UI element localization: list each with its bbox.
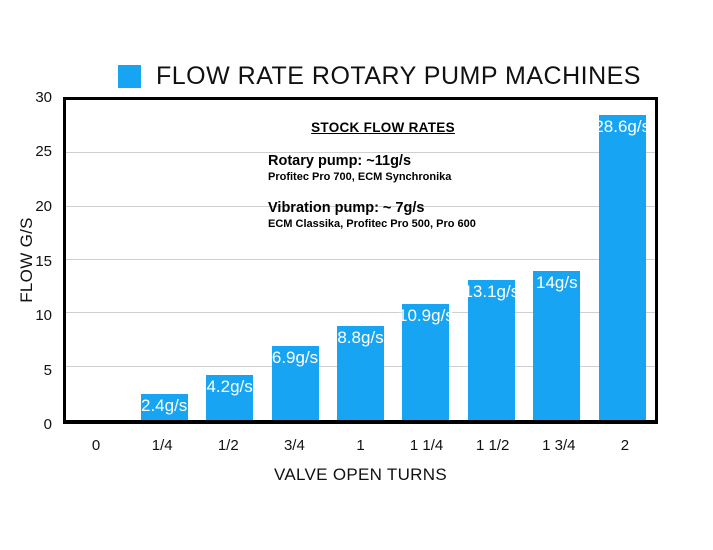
- bar-cell-1-1/4: 10.9g/s: [393, 100, 458, 420]
- bar-cell-1/2: 4.2g/s: [197, 100, 262, 420]
- gridline-20: [66, 205, 655, 207]
- y-tick-label-25: 25: [35, 143, 52, 161]
- y-tick-label-0: 0: [43, 416, 52, 433]
- x-tick-label-1: 1: [356, 437, 365, 454]
- gridline-25: [66, 152, 655, 154]
- x-tick-label-3/4: 3/4: [283, 437, 305, 454]
- annotation-vibration-line: Vibration pump: ~ 7g/s: [268, 200, 425, 216]
- bar-1: 8.8g/s: [336, 326, 384, 420]
- x-axis-ticks: 0 1/4 1/2 3/4 1 1 1/4 1 1/2 1 3/4 2: [63, 437, 658, 454]
- bar-1/2: 4.2g/s: [206, 375, 254, 420]
- annotation-rotary-sub: Profitec Pro 700, ECM Synchronika: [268, 171, 452, 183]
- annotation-heading: STOCK FLOW RATES: [311, 120, 455, 135]
- x-tick-label-1-3/4: 1 3/4: [542, 437, 576, 454]
- y-tick-label-20: 20: [35, 197, 52, 215]
- x-axis-title: VALVE OPEN TURNS: [274, 465, 447, 484]
- plot-frame: 2.4g/s 4.2g/s 6.9g/s 8.8g/s 10.9g/s 13.1g/s 14…: [63, 97, 658, 424]
- bar-1-1/4: 10.9g/s: [398, 303, 454, 420]
- annotation-vibration-sub: ECM Classika, Profitec Pro 500, Pro 600: [268, 218, 476, 230]
- bar-cell-1-1/2: 13.1g/s: [459, 100, 524, 420]
- bar-value-label: 8.8g/s: [337, 328, 384, 348]
- y-tick-label-30: 30: [35, 89, 52, 106]
- bar-value-label: 6.9g/s: [271, 348, 319, 368]
- bar-value-label: 2.4g/s: [141, 396, 188, 416]
- bar-value-label: 10.9g/s: [398, 305, 454, 325]
- bar-cell-1-3/4: 14g/s: [524, 100, 589, 420]
- bar-1-1/2: 13.1g/s: [463, 280, 519, 420]
- bar-3/4: 6.9g/s: [271, 346, 319, 420]
- gridline-10: [66, 312, 655, 314]
- gridline-15: [66, 259, 655, 260]
- bar-value-label: 28.6g/s: [594, 116, 651, 136]
- x-tick-label-1-1/4: 1 1/4: [409, 437, 444, 454]
- x-tick-label-2: 2: [620, 437, 630, 454]
- y-tick-label-5: 5: [43, 361, 52, 379]
- y-tick-label-10: 10: [35, 306, 52, 324]
- bar-value-label: 13.1g/s: [463, 282, 520, 302]
- y-tick-label-15: 15: [35, 252, 52, 270]
- y-axis-ticks: 0 5 10 15 20 25 30: [0, 89, 56, 433]
- bar-cell-1/4: 2.4g/s: [131, 100, 196, 420]
- bar-1-3/4: 14g/s: [533, 270, 581, 420]
- bars: 2.4g/s 4.2g/s 6.9g/s 8.8g/s 10.9g/s 13.1g/s 14…: [66, 100, 655, 420]
- x-tick-label-1/2: 1/2: [217, 437, 239, 454]
- bar-value-label: 14g/s: [535, 272, 578, 292]
- bar-cell-1: 8.8g/s: [328, 100, 393, 420]
- y-axis-title: FLOW G/S: [17, 217, 36, 303]
- chart-title: FLOW RATE ROTARY PUMP MACHINES: [156, 62, 641, 90]
- annotation-box: STOCK FLOW RATES Rotary pump: ~11g/s Pro…: [268, 120, 498, 247]
- x-tick-label-1-1/2: 1 1/2: [476, 437, 510, 454]
- bar-cell-0: [66, 100, 131, 420]
- bar-cell-3/4: 6.9g/s: [262, 100, 327, 420]
- chart-header: FLOW RATE ROTARY PUMP MACHINES: [118, 62, 641, 91]
- legend-blue-square-icon: [118, 65, 141, 88]
- bar-2: 28.6g/s: [594, 114, 650, 420]
- x-tick-label-0: 0: [91, 437, 101, 454]
- bar-value-label: 4.2g/s: [206, 377, 253, 397]
- bar-1/4: 2.4g/s: [140, 394, 188, 420]
- x-tick-label-1/4: 1/4: [151, 437, 173, 454]
- bar-cell-2: 28.6g/s: [590, 100, 655, 420]
- annotation-rotary-line: Rotary pump: ~11g/s: [268, 153, 412, 169]
